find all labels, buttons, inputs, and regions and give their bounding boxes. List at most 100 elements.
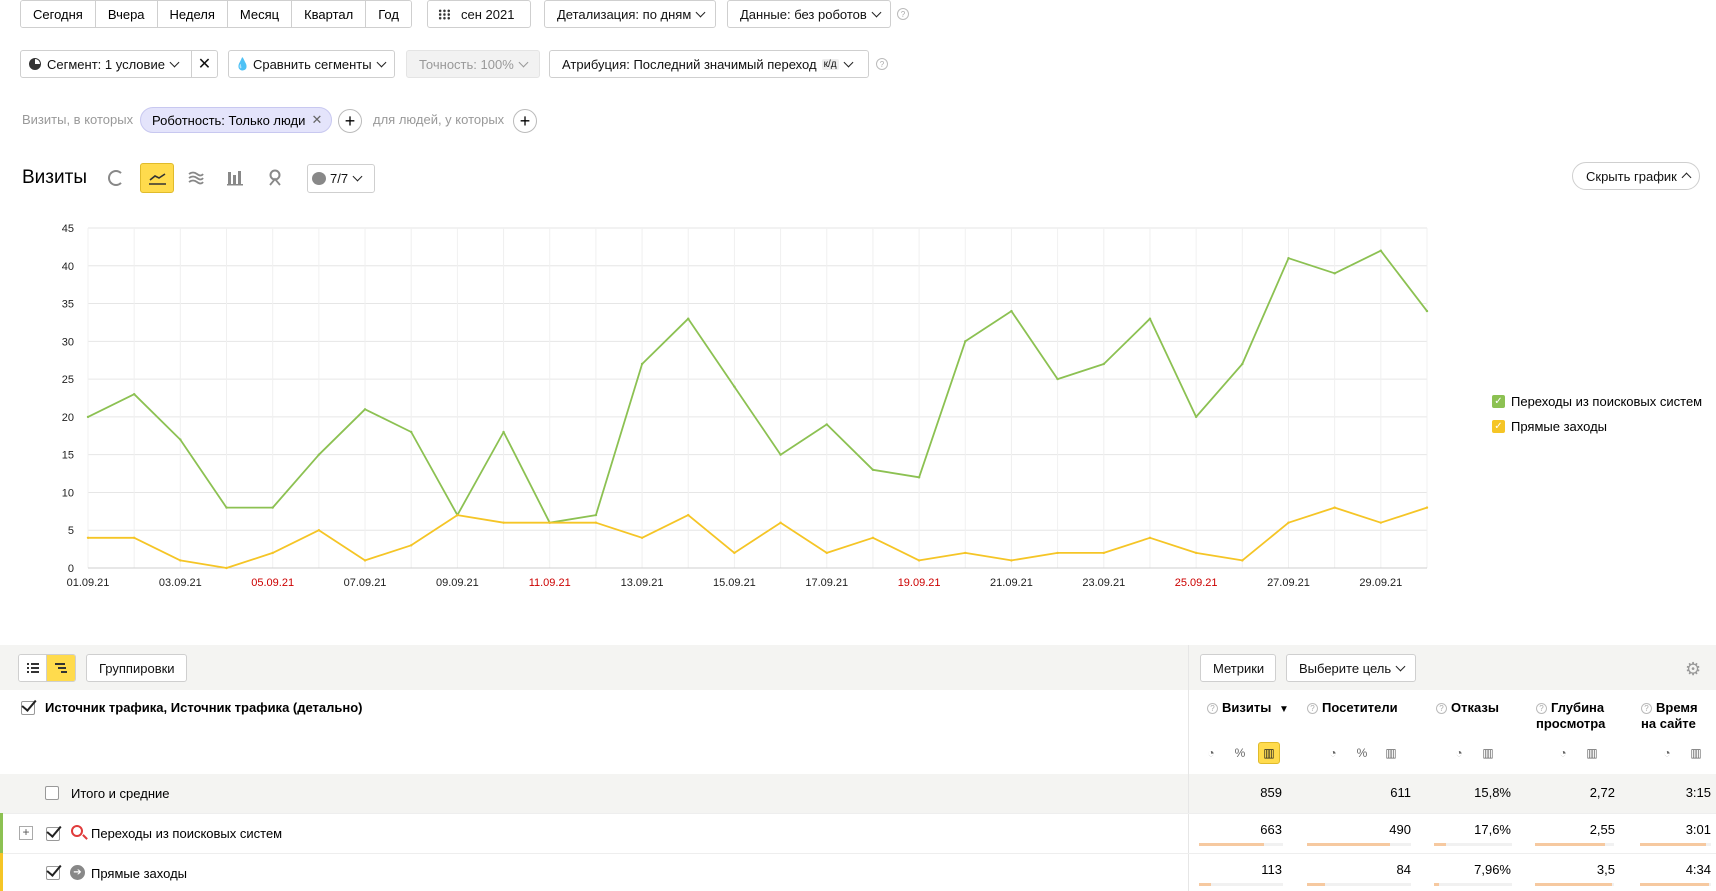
y-tick-label: 15 xyxy=(62,450,74,462)
legend-item-direct[interactable]: ✓ Прямые заходы xyxy=(1492,415,1702,437)
compare-segments-dropdown[interactable]: 💧 Сравнить сегменты xyxy=(228,50,395,78)
legend-checkbox[interactable]: ✓ xyxy=(1492,394,1505,408)
hide-chart-button[interactable]: Скрыть график xyxy=(1572,162,1700,190)
pie-chart-icon[interactable]: ◔ xyxy=(1329,746,1337,760)
period-year-button[interactable]: Год xyxy=(366,1,411,27)
metric-bar xyxy=(1640,843,1706,846)
col-header-time[interactable]: ? Время на сайте xyxy=(1641,700,1698,731)
date-picker-button[interactable]: сен 2021 xyxy=(427,0,531,28)
legend-item-search[interactable]: ✓ Переходы из поисковых систем xyxy=(1492,390,1702,412)
col-header-text: на сайте xyxy=(1641,716,1696,731)
percent-icon[interactable]: % xyxy=(1234,746,1246,760)
period-yesterday-button[interactable]: Вчера xyxy=(95,1,158,27)
row-checkbox[interactable] xyxy=(46,827,60,841)
period-month-button[interactable]: Месяц xyxy=(227,1,293,27)
data-point xyxy=(1379,249,1383,252)
percent-icon[interactable]: % xyxy=(1356,746,1368,760)
segment-clear-button[interactable]: ✕ xyxy=(191,50,217,78)
drops-icon: 💧 xyxy=(235,57,250,71)
pie-chart-icon[interactable]: ◔ xyxy=(1663,746,1671,760)
y-tick-label: 20 xyxy=(62,412,74,424)
x-tick-label: 27.09.21 xyxy=(1267,577,1310,589)
bar-chart-icon[interactable]: ▥ xyxy=(1258,742,1280,764)
x-tick-label: 09.09.21 xyxy=(436,577,479,589)
data-point xyxy=(594,521,598,524)
expand-button[interactable]: + xyxy=(19,826,33,840)
groupings-button[interactable]: Группировки xyxy=(86,654,187,682)
row-label[interactable]: Прямые заходы xyxy=(91,866,188,881)
groupings-label: Группировки xyxy=(99,660,175,676)
add-condition-button[interactable]: + xyxy=(338,109,362,133)
col-header-visits[interactable]: ? Визиты ▼ xyxy=(1207,700,1289,718)
col-header-depth[interactable]: ? Глубина просмотра xyxy=(1536,700,1606,731)
pie-chart-icon[interactable]: ◔ xyxy=(1207,746,1215,760)
data-dropdown[interactable]: Данные: без роботов xyxy=(727,0,891,28)
help-icon[interactable]: ? xyxy=(897,8,909,20)
totals-bounces: 15,8% xyxy=(1474,785,1511,800)
metric-bar xyxy=(1199,843,1264,846)
x-tick-label: 13.09.21 xyxy=(621,577,664,589)
detail-dropdown[interactable]: Детализация: по дням xyxy=(544,0,716,28)
legend-checkbox[interactable]: ✓ xyxy=(1492,419,1505,433)
metrics-button[interactable]: Метрики xyxy=(1200,654,1276,682)
help-icon[interactable]: ? xyxy=(876,58,888,70)
chart-type-area-icon[interactable] xyxy=(188,170,204,189)
data-point xyxy=(502,430,505,434)
pie-chart-icon[interactable]: ◔ xyxy=(1455,746,1463,760)
chart-type-bar-icon[interactable] xyxy=(227,170,243,189)
data-point xyxy=(1102,362,1105,366)
row-checkbox[interactable] xyxy=(46,866,60,880)
data-point xyxy=(1194,415,1198,419)
tree-view-button[interactable] xyxy=(47,655,75,681)
bar-chart-icon[interactable]: ▥ xyxy=(1482,746,1494,760)
list-view-button[interactable] xyxy=(19,655,48,681)
bar-chart-icon[interactable]: ▥ xyxy=(1385,746,1397,760)
data-point xyxy=(687,513,690,517)
goal-dropdown[interactable]: Выберите цель xyxy=(1286,654,1416,682)
filter-chip[interactable]: Роботность: Только люди ✕ xyxy=(140,107,333,133)
period-quarter-button[interactable]: Квартал xyxy=(292,1,367,27)
pie-chart-icon[interactable]: ◔ xyxy=(1559,746,1567,760)
totals-checkbox[interactable] xyxy=(45,786,59,800)
filter-prefix: Визиты, в которых xyxy=(22,112,134,127)
bar-chart-icon[interactable]: ▥ xyxy=(1586,746,1598,760)
x-tick-label: 17.09.21 xyxy=(805,577,848,589)
segment-dropdown[interactable]: Сегмент: 1 условие ✕ xyxy=(20,50,218,78)
chevron-down-icon xyxy=(518,57,529,67)
y-tick-label: 25 xyxy=(62,374,74,386)
attribution-dropdown[interactable]: Атрибуция: Последний значимый переход к/… xyxy=(549,50,869,78)
chart-type-pie-icon[interactable] xyxy=(108,170,124,186)
chart-type-map-icon[interactable] xyxy=(267,169,283,190)
data-point xyxy=(132,536,136,539)
col-header-bounces[interactable]: ? Отказы xyxy=(1436,700,1499,716)
row-label[interactable]: Переходы из поисковых систем xyxy=(91,826,283,841)
attribution-label: Атрибуция: Последний значимый переход xyxy=(562,56,817,72)
totals-visitors: 611 xyxy=(1390,785,1411,800)
data-point xyxy=(456,513,459,517)
row-bounces: 7,96% xyxy=(1474,862,1511,877)
close-icon[interactable]: ✕ xyxy=(311,112,323,127)
totals-time: 3:15 xyxy=(1685,785,1711,800)
y-tick-label: 35 xyxy=(62,299,74,311)
header-checkbox[interactable] xyxy=(21,701,35,715)
row-visits: 113 xyxy=(1261,862,1282,877)
add-people-condition-button[interactable]: + xyxy=(513,109,537,133)
gear-icon[interactable]: ⚙ xyxy=(1685,659,1702,679)
period-week-button[interactable]: Неделя xyxy=(157,1,228,27)
data-point xyxy=(1333,272,1336,275)
data-point xyxy=(225,566,228,570)
col-header-text: Посетители xyxy=(1322,700,1398,715)
chart-type-line-icon[interactable] xyxy=(140,163,174,193)
annotations-dropdown[interactable]: 7/7 xyxy=(307,164,375,193)
data-point xyxy=(871,468,875,471)
period-today-button[interactable]: Сегодня xyxy=(21,1,96,27)
bar-chart-icon[interactable]: ▥ xyxy=(1690,746,1702,760)
table-divider xyxy=(1188,645,1189,891)
table-row[interactable] xyxy=(0,813,1716,853)
col-header-text: Визиты xyxy=(1222,700,1272,715)
col-header-visitors[interactable]: ? Посетители xyxy=(1307,700,1398,716)
area-chart-icon xyxy=(188,171,204,185)
table-row[interactable] xyxy=(0,853,1716,891)
accuracy-label: Точность: 100% xyxy=(419,56,514,72)
detail-dropdown-label: Детализация: по дням xyxy=(557,6,692,22)
